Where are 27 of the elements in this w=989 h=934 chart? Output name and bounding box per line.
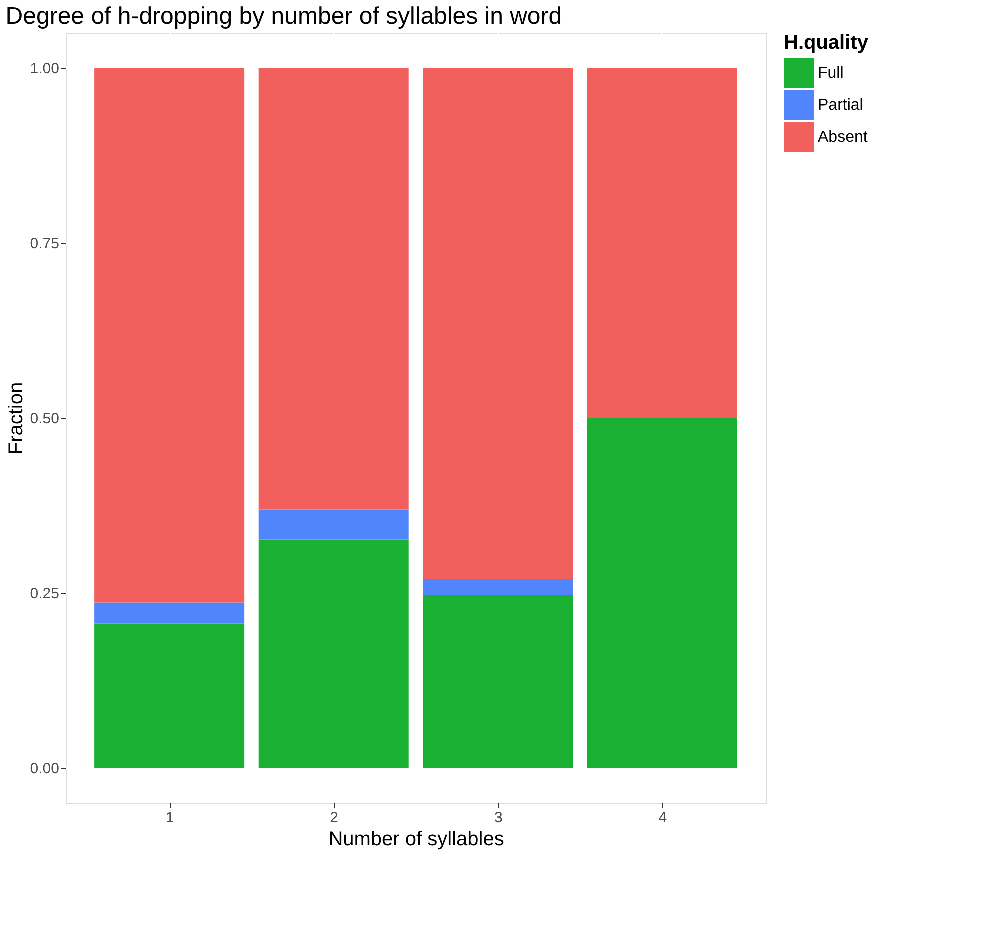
x-tick-label: 1 (166, 810, 174, 826)
y-tick-label: 0.25 (30, 586, 60, 602)
bar (94, 68, 245, 603)
bar (423, 595, 574, 768)
y-tick-label: 0.75 (30, 236, 60, 252)
bar (587, 418, 738, 768)
y-tick-label: 0.50 (30, 410, 60, 428)
bar (423, 579, 574, 596)
bar (94, 602, 245, 624)
y-tick-label: 1.00 (30, 60, 60, 78)
y-tick-label: 0.00 (30, 760, 60, 778)
bar (258, 540, 409, 768)
bar (258, 510, 409, 540)
x-tick-label: 3 (494, 810, 503, 826)
bar (258, 68, 409, 510)
legend-label: Partial (818, 97, 864, 114)
x-tick-label: 2 (330, 810, 339, 826)
bar (423, 68, 574, 579)
legend-label: Absent (818, 129, 868, 146)
legend-label: Full (818, 65, 844, 82)
x-axis-title: Number of syllables (328, 828, 504, 850)
bar (587, 68, 738, 418)
legend-title: H.quality (784, 32, 870, 54)
x-tick-label: 4 (658, 810, 668, 826)
y-axis-title: Fraction (5, 382, 28, 455)
bar (94, 624, 245, 768)
chart-title: Degree of h-dropping by number of syllables in word (6, 3, 562, 30)
